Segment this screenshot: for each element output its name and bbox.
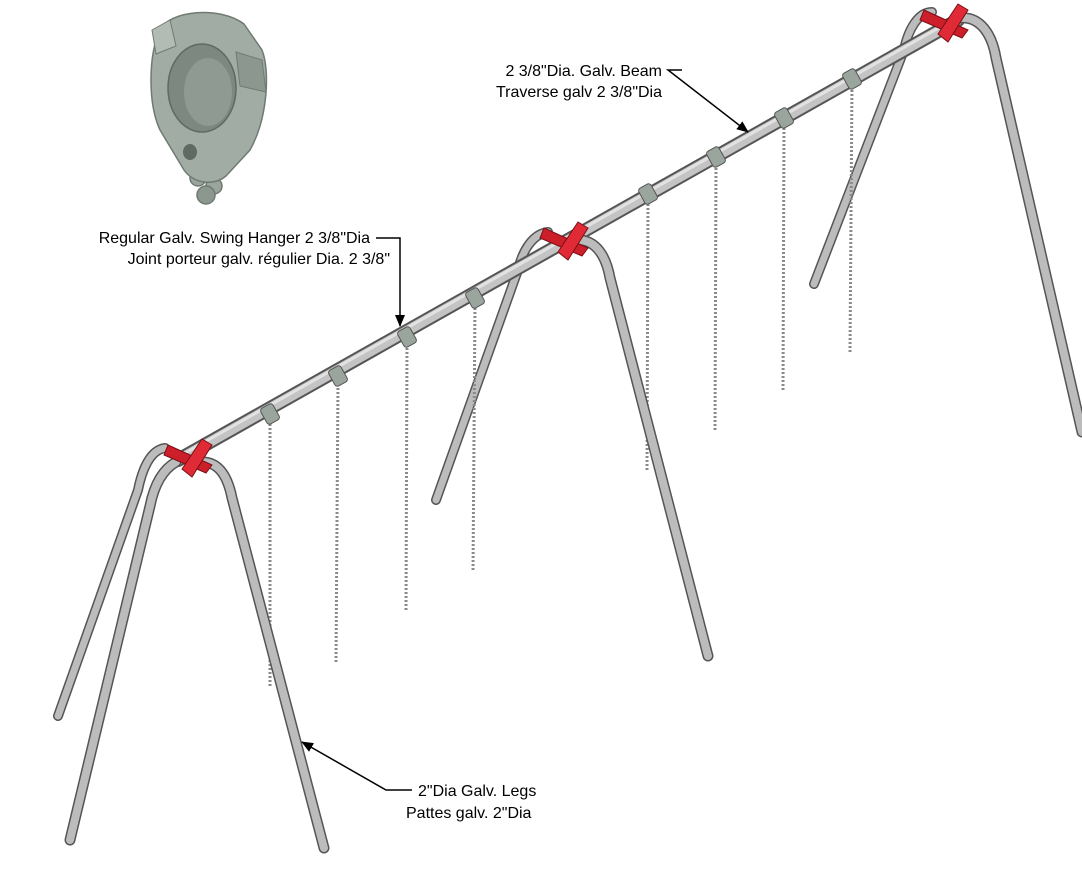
chain: [713, 159, 718, 433]
swing-chains: [268, 81, 854, 688]
hanger-callout-line1: Regular Galv. Swing Hanger 2 3/8"Dia: [99, 230, 370, 247]
leader-lines: [301, 69, 749, 791]
beam-hangers: [260, 68, 862, 425]
beam-callout-line2: Traverse galv 2 3/8"Dia: [496, 84, 662, 101]
legs-leader: [301, 741, 412, 791]
chain: [848, 81, 854, 353]
chain: [404, 339, 409, 613]
fitting-right: [919, 3, 969, 43]
hanger-callout: Regular Galv. Swing Hanger 2 3/8"Dia Joi…: [99, 230, 390, 268]
beam-hanger: [638, 183, 658, 205]
fitting-left: [163, 438, 213, 478]
swing-hanger-detail: [150, 11, 268, 205]
beam-hanger: [842, 68, 862, 90]
hanger-leader: [376, 237, 405, 327]
chain: [781, 119, 786, 393]
legs-callout-line1: 2"Dia Galv. Legs: [418, 783, 536, 800]
chain: [471, 299, 477, 573]
legs-callout-line2: Pattes galv. 2"Dia: [406, 805, 532, 822]
beam-hanger: [774, 107, 794, 129]
beam-hanger: [397, 326, 417, 348]
beam-callout: 2 3/8"Dia. Galv. Beam Traverse galv 2 3/…: [496, 63, 662, 101]
hanger-callout-line2: Joint porteur galv. régulier Dia. 2 3/8": [128, 251, 390, 268]
fitting-middle: [539, 221, 589, 261]
legs-callout: 2"Dia Galv. Legs Pattes galv. 2"Dia: [406, 783, 536, 822]
red-fittings: [163, 3, 969, 478]
beam-leader: [665, 69, 749, 133]
hanger-bolt-hole: [183, 144, 197, 160]
beam-hanger: [328, 365, 348, 387]
chain: [334, 379, 340, 663]
beam-hanger: [260, 403, 280, 425]
beam-hanger: [465, 287, 485, 309]
beam-hanger: [706, 146, 726, 168]
beam-callout-line1: 2 3/8"Dia. Galv. Beam: [505, 63, 662, 80]
